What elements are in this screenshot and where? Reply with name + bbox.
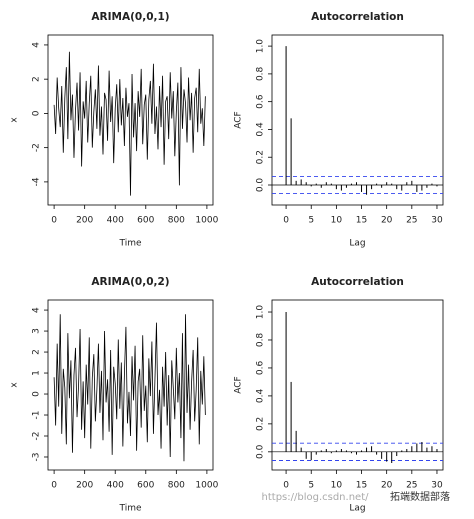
y-tick-label: -2 [32,432,42,441]
chart-title: ARIMA(0,0,2) [91,276,169,288]
y-tick-label: 0.4 [256,388,266,403]
x-tick-label: 1000 [195,216,218,226]
watermark-brand: 拓端数据部落 [390,490,450,503]
chart-title: ARIMA(0,0,1) [91,11,169,23]
y-tick-label: 0.6 [256,94,266,109]
y-tick-label: 0.4 [256,122,266,137]
y-tick-label: 2 [32,76,42,82]
y-tick-label: 0.8 [256,333,266,348]
x-axis-label: Time [118,504,141,514]
y-tick-label: -2 [32,143,42,152]
x-tick-label: 30 [431,216,443,226]
x-tick-label: 600 [137,481,154,491]
y-tick-label: 0.8 [256,66,266,81]
y-tick-label: 2 [32,349,42,355]
chart-title: Autocorrelation [311,276,404,288]
x-tick-label: 30 [431,481,443,491]
y-tick-label: 4 [32,42,42,48]
x-tick-label: 20 [381,481,393,491]
x-tick-label: 0 [51,481,57,491]
y-tick-label: 1 [32,370,42,376]
x-tick-label: 800 [168,481,185,491]
y-tick-label: 0 [32,110,42,116]
x-tick-label: 1000 [195,481,218,491]
y-tick-label: 0 [32,391,42,397]
y-tick-label: 1.0 [256,39,266,54]
y-tick-label: 0.0 [256,178,266,193]
plot-frame [271,299,444,471]
plot-frame [271,34,444,206]
x-tick-label: 400 [107,216,124,226]
x-tick-label: 800 [168,216,185,226]
watermark-url: https://blog.csdn.net/ [262,492,370,503]
y-tick-label: 0.2 [256,150,266,164]
x-tick-label: 600 [137,216,154,226]
y-tick-label: 3 [32,328,42,334]
y-axis-label: ACF [234,376,244,393]
plot-frame [47,299,214,471]
y-tick-label: 1.0 [256,305,266,320]
y-tick-label: 0.2 [256,417,266,431]
chart-title: Autocorrelation [311,11,404,23]
y-axis-label: x [10,382,20,388]
x-tick-label: 0 [283,216,289,226]
series-line [53,314,206,462]
y-tick-label: -1 [32,411,42,420]
x-axis-label: Lag [349,504,365,514]
x-tick-label: 25 [406,481,417,491]
x-tick-label: 15 [356,481,367,491]
x-tick-label: 400 [107,481,124,491]
x-tick-label: 20 [381,216,393,226]
x-axis-label: Lag [349,239,365,249]
y-tick-label: 0.6 [256,361,266,376]
y-tick-label: 4 [32,307,42,313]
x-tick-label: 200 [76,481,93,491]
x-tick-label: 10 [331,481,343,491]
x-tick-label: 5 [308,216,314,226]
x-tick-label: 10 [331,216,343,226]
y-tick-label: 0.0 [256,444,266,459]
x-tick-label: 25 [406,216,417,226]
x-tick-label: 0 [283,481,289,491]
plot-frame [47,34,214,206]
x-tick-label: 0 [51,216,57,226]
x-tick-label: 200 [76,216,93,226]
y-tick-label: -4 [32,177,42,186]
y-axis-label: x [10,117,20,123]
series-line [53,51,206,196]
y-tick-label: -3 [32,452,42,461]
y-axis-label: ACF [234,111,244,128]
x-tick-label: 15 [356,216,367,226]
x-axis-label: Time [118,239,141,249]
x-tick-label: 5 [308,481,314,491]
